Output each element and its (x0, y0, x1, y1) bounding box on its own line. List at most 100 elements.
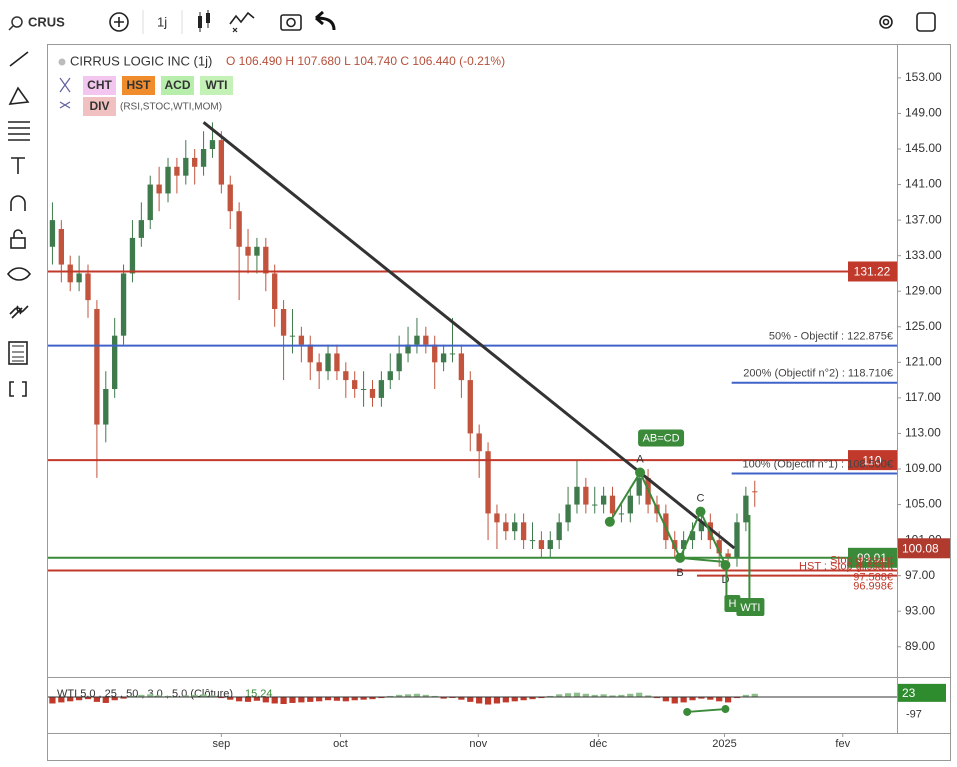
candle-body (103, 389, 109, 425)
indicator-bar (511, 697, 518, 702)
triangle-tool[interactable] (8, 86, 30, 105)
link-tool[interactable] (9, 305, 29, 319)
last-price-label: 100.08 (902, 541, 939, 555)
indicator-bar (591, 694, 598, 697)
candle-body (600, 495, 607, 505)
text-tool[interactable] (11, 157, 25, 174)
line-tool[interactable] (9, 51, 29, 67)
candle-body (396, 353, 402, 372)
indicator-bar (138, 694, 145, 697)
y-tick-label: 137.00 (905, 212, 942, 226)
indicator-icon-x (232, 27, 238, 33)
candle-body (520, 522, 527, 541)
indicator-button[interactable] (161, 76, 194, 95)
candle-body (129, 237, 136, 274)
fullscreen-icon[interactable] (916, 12, 936, 32)
left-toolbar (6, 51, 32, 397)
candle-body (343, 371, 349, 381)
indicator-bar (484, 697, 492, 705)
candle-body (734, 522, 740, 558)
candle-body (156, 184, 162, 194)
indicator-bar (209, 695, 216, 697)
candle-body (476, 433, 482, 452)
pattern-label: C (697, 493, 705, 505)
indicator-bar (564, 693, 572, 697)
symbol[interactable]: CRUS (28, 14, 65, 29)
indicator-bar (271, 697, 278, 704)
pattern-bd-line (679, 556, 726, 563)
candle-body (85, 273, 91, 301)
y-tick-label: 153.00 (905, 70, 942, 84)
camera-icon[interactable] (280, 14, 302, 31)
indicator-bar (698, 697, 705, 699)
candle-body (192, 157, 198, 167)
eye-tool[interactable] (6, 267, 32, 281)
candle-body (698, 522, 705, 532)
candle-body (423, 335, 429, 345)
pattern-point (695, 506, 706, 517)
indicator-bar (387, 695, 394, 697)
bracket-tool[interactable] (9, 381, 27, 397)
candle-body (147, 184, 153, 221)
indicator-bar (129, 695, 136, 697)
lock-tool[interactable] (10, 237, 26, 249)
pattern-point (604, 516, 615, 527)
pattern-label: B (676, 567, 683, 579)
candle-body (209, 140, 216, 149)
indicator-bar (689, 697, 696, 701)
candle-body (467, 380, 473, 434)
stop-label: HST : Stop glissant (799, 561, 893, 573)
x-tick-label: sep (212, 738, 230, 750)
indicator-bar (218, 697, 225, 699)
indicator-button[interactable] (83, 97, 116, 116)
x-tick-label: 2025 (712, 738, 736, 750)
signal-line (687, 708, 726, 713)
candle-body (58, 229, 65, 265)
indicator-button[interactable] (83, 76, 116, 95)
level-box-label: 99.01 (857, 551, 887, 565)
y-tick-label: 129.00 (905, 283, 942, 297)
pattern-tag: AB=CD (643, 432, 680, 444)
indicator-bar (662, 697, 669, 702)
candle-body (556, 522, 562, 541)
indicator-bar (253, 697, 261, 701)
candle-body (120, 273, 127, 336)
indicator-bar (84, 697, 92, 700)
magnet-tool[interactable] (10, 195, 26, 211)
indicator-bar (413, 693, 421, 697)
candle-body (743, 495, 749, 523)
indicator-button[interactable] (200, 76, 233, 95)
fib-tool[interactable] (8, 121, 30, 141)
settings-icon[interactable] (879, 15, 893, 29)
calculator-tool[interactable] (8, 341, 28, 365)
candle-body (325, 353, 331, 372)
y-tick-label: 121.00 (905, 355, 942, 369)
indicator-icon[interactable] (229, 11, 255, 25)
y-tick-label: 93.00 (905, 603, 935, 617)
candle-body (752, 491, 758, 493)
y-tick-label: 105.00 (905, 497, 942, 511)
indicator-button[interactable] (122, 76, 155, 95)
indicator-bar (236, 697, 243, 702)
pattern-point (675, 552, 686, 563)
tool-icon (59, 101, 71, 109)
indicator-bar (680, 697, 687, 703)
candle-body (138, 220, 145, 238)
indicator-bar (200, 694, 207, 697)
candle-body (76, 273, 82, 283)
undo-icon[interactable] (315, 10, 336, 31)
add-icon[interactable] (109, 12, 129, 32)
x-tick-label: oct (333, 738, 348, 750)
signal-point (683, 707, 692, 716)
indicator-bar (733, 697, 741, 699)
indicator-bar (600, 694, 607, 697)
candle-icon[interactable] (198, 10, 210, 32)
y-tick-label: 97.00 (905, 568, 935, 582)
indicator-button-label: DIV (89, 99, 109, 113)
indicator-bar (627, 693, 634, 697)
search-icon[interactable] (11, 16, 23, 28)
interval[interactable]: 1j (157, 14, 167, 29)
indicator-button-label: ACD (165, 78, 191, 92)
